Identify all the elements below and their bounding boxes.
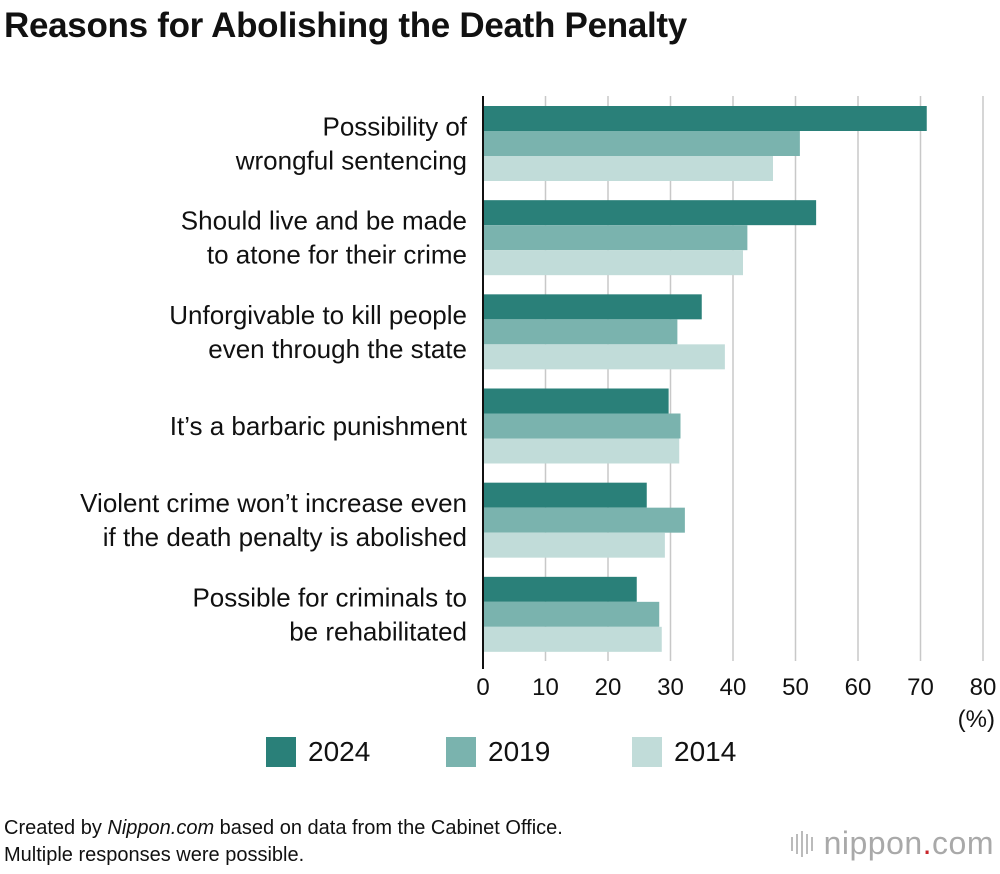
x-tick-label-70: 70 <box>907 674 934 701</box>
legend-swatch-2019 <box>446 737 476 767</box>
source-line: Created by Nippon.com based on data from… <box>4 815 563 842</box>
bar-2024-5 <box>483 482 647 508</box>
x-axis-unit: (%) <box>958 706 995 733</box>
x-tick-label-40: 40 <box>720 674 747 701</box>
x-tick-label-50: 50 <box>782 674 809 701</box>
legend-swatch-2024 <box>266 737 296 767</box>
bar-2019-6 <box>483 601 660 627</box>
bar-2014-3 <box>483 344 725 370</box>
category-label-2: Should live and be made to atone for thei… <box>181 206 467 270</box>
bar-2024-6 <box>483 576 637 602</box>
bar-2019-5 <box>483 507 685 533</box>
category-label-4: It’s a barbaric punishment <box>170 411 468 441</box>
chart-title: Reasons for Abolishing the Death Penalty <box>4 6 687 45</box>
responses-note: Multiple responses were possible. <box>4 844 305 866</box>
bar-2019-3 <box>483 319 678 345</box>
source-name: Nippon.com <box>107 817 215 839</box>
bar-2024-4 <box>483 388 669 414</box>
bar-2019-1 <box>483 131 800 156</box>
nippon-logo: nippon.com <box>790 825 994 862</box>
legend: 2024 2019 2014 <box>0 736 1000 776</box>
x-tick-label-30: 30 <box>657 674 684 701</box>
legend-label-2014: 2014 <box>674 736 737 767</box>
bar-2024-3 <box>483 294 702 320</box>
bar-2014-2 <box>483 250 743 276</box>
bar-2019-4 <box>483 413 681 439</box>
x-tick-label-10: 10 <box>532 674 559 701</box>
bar-2019-2 <box>483 225 748 251</box>
bar-2014-6 <box>483 626 662 652</box>
category-label-1: Possibility of wrongful sentencing <box>235 112 468 176</box>
category-label-5: Violent crime won’t increase even if the … <box>80 488 467 552</box>
bar-2024-1 <box>483 106 927 131</box>
source-suffix: based on data from the Cabinet Office. <box>214 817 563 839</box>
legend-item-2024: 2024 <box>266 736 370 768</box>
x-tick-label-0: 0 <box>476 674 489 701</box>
legend-label-2024: 2024 <box>308 736 371 767</box>
logo-bars-icon <box>790 830 816 857</box>
logo-wordmark: nippon.com <box>823 825 994 861</box>
bar-2024-2 <box>483 200 817 226</box>
legend-item-2019: 2019 <box>446 736 550 768</box>
footer-note: Created by Nippon.com based on data from… <box>4 815 563 869</box>
bar-chart: Possibility of wrongful sentencing Should … <box>80 96 997 733</box>
legend-swatch-2014 <box>632 737 662 767</box>
legend-label-2019: 2019 <box>488 736 551 767</box>
legend-item-2014: 2014 <box>632 736 736 768</box>
bar-2014-1 <box>483 156 773 181</box>
category-label-6: Possible for criminals to be rehabilitate… <box>192 582 467 646</box>
x-tick-label-80: 80 <box>970 674 997 701</box>
x-tick-label-60: 60 <box>845 674 872 701</box>
category-label-3: Unforgivable to kill people even through … <box>169 300 467 364</box>
bar-2014-5 <box>483 532 665 558</box>
bar-2014-4 <box>483 438 680 464</box>
x-tick-label-20: 20 <box>595 674 622 701</box>
source-prefix: Created by <box>4 817 108 839</box>
